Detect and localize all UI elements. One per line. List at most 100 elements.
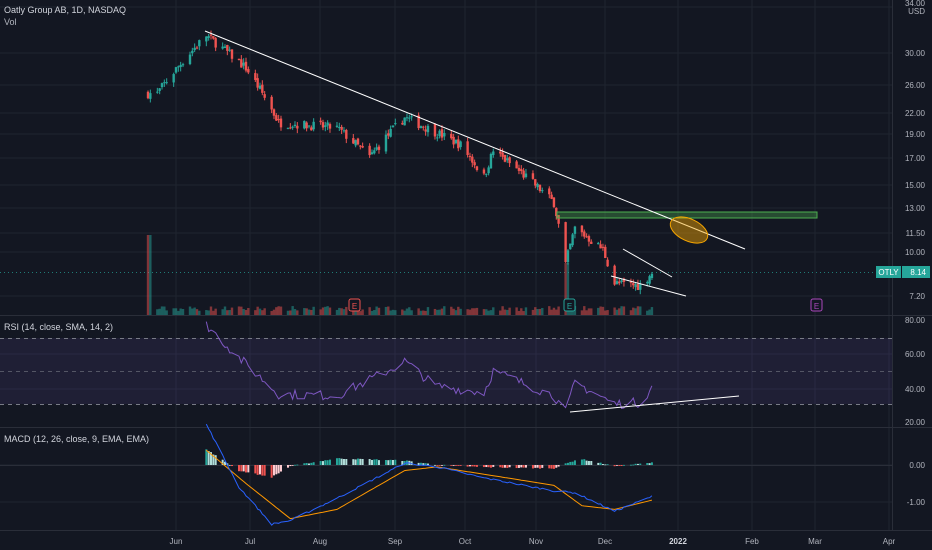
candle [324,121,327,132]
candlestick-series[interactable] [146,30,654,295]
candle [405,113,409,122]
volume-bar [205,310,208,315]
volume-bar [459,308,462,315]
vertical-grid [175,0,890,530]
volume-bar [195,309,199,315]
rsi-tick-label: 40.00 [905,385,926,394]
candle [188,51,192,66]
candle [375,143,378,151]
macd-histogram-bar [296,464,299,466]
wedge-upper-line[interactable] [622,248,673,278]
time-axis[interactable]: Jun Jul Aug Sep Oct Nov Dec 2022 Feb Mar… [170,537,896,546]
support-zone-rectangle[interactable] [556,211,818,219]
volume-bar [377,307,381,315]
volume-legend[interactable]: Vol [4,17,17,27]
macd-histogram-bar [564,463,567,465]
macd-histogram-bar [247,465,250,473]
rsi-legend[interactable]: RSI (14, close, SMA, 14, 2) [4,322,113,332]
candle [419,125,423,129]
candle [368,143,371,158]
candle [471,154,474,168]
macd-histogram-bar [452,465,455,466]
volume-bar [403,310,406,315]
candle [508,156,511,168]
price-axis[interactable]: 34.00 30.00 26.00 22.00 19.00 17.00 15.0… [905,0,926,301]
volume-bar [606,310,609,315]
candle [387,129,390,140]
volume-bar [548,306,551,315]
candle [636,279,640,291]
macd-histogram-bar [459,465,462,466]
volume-bar [541,307,544,315]
volume-bar [634,308,637,315]
macd-histogram-bar [303,463,306,465]
candle [417,112,420,131]
macd-histogram-bar [352,459,355,465]
volume-bar [499,310,502,315]
volume-bar [328,307,332,315]
macd-axis[interactable]: 0.00 -1.00 [907,461,926,507]
volume-bar [524,307,528,315]
candle [613,264,616,286]
volume-bar [599,306,602,315]
candle [165,78,168,85]
earnings-marker[interactable]: E [810,298,823,312]
symbol-price-tag[interactable]: OTLY [876,266,901,278]
volume-bar [254,310,257,315]
candle [541,187,544,194]
price-tick-label: 10.00 [905,248,926,257]
candle [223,44,227,49]
volume-bar [436,309,439,315]
candle [475,165,479,172]
macd-histogram-bar [648,463,651,465]
macd-histogram-bar [221,459,224,465]
macd-histogram-bar [335,458,338,465]
macd-histogram-bar [555,465,558,468]
candle [564,221,567,263]
candle [438,129,441,139]
candle [247,66,250,75]
macd-histogram-bar [580,459,583,465]
volume-bar [158,308,161,315]
candle [221,42,224,50]
volume-bar [492,307,495,315]
symbol-title[interactable]: Oatly Group AB, 1D, NASDAQ [4,5,126,15]
rsi-axis[interactable]: 80.00 60.00 40.00 20.00 [905,316,926,427]
volume-bar [555,309,558,315]
earnings-marker[interactable]: E [563,298,576,312]
candle [207,33,210,41]
candle [244,57,248,73]
macd-legend[interactable]: MACD (12, 26, close, 9, EMA, EMA) [4,434,149,444]
candle [394,118,397,126]
volume-bar [646,310,649,315]
macd-tick-label: -1.00 [907,498,926,507]
candle [489,152,493,169]
volume-bar [191,308,194,315]
candle [279,115,283,131]
rsi-divergence-line[interactable] [569,395,740,413]
resistance-trendline[interactable] [204,30,746,250]
price-tick-label: 22.00 [905,109,926,118]
volume-bar [387,306,390,315]
price-tick-label: 17.00 [905,154,926,163]
candle [256,73,259,91]
macd-histogram-bar [583,459,586,465]
macd-histogram-bar [230,465,233,467]
earnings-marker[interactable]: E [348,298,361,312]
volume-bar [174,308,178,315]
candle [174,66,178,74]
highlight-ellipse[interactable] [666,212,712,249]
rsi-tick-label: 60.00 [905,350,926,359]
candle [485,173,488,178]
candle [629,278,633,288]
macd-histogram-bar [289,465,292,467]
volume-bar [520,308,523,315]
volume-bar [531,309,535,315]
wedge-lower-line[interactable] [610,275,687,297]
last-price-tag[interactable]: 8.14 [902,266,930,278]
volume-bar [417,308,420,315]
candle [466,137,469,158]
macd-histogram-bar [426,463,429,465]
volume-bar [270,311,273,315]
